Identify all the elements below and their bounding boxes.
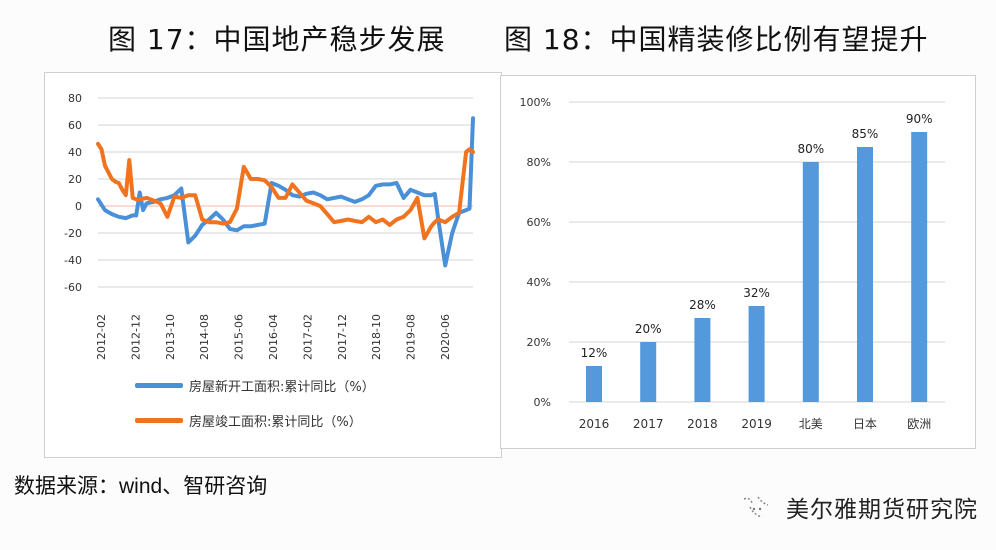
x-tick-label: 2013-10 bbox=[164, 314, 177, 360]
bar bbox=[640, 342, 657, 402]
line-series bbox=[96, 116, 475, 268]
y-tick-label: 40 bbox=[68, 146, 82, 159]
line-chart: 80 60 40 20 0 -20 -40 -60 2012-02 2012-12 2013-10 2… bbox=[64, 92, 475, 360]
bar-value-label: 20% bbox=[635, 322, 662, 336]
bar-value-label: 28% bbox=[689, 298, 716, 312]
data-source-note: 数据来源：wind、智研咨询 bbox=[14, 475, 268, 498]
bar-value-label: 90% bbox=[906, 112, 933, 126]
bar bbox=[857, 147, 873, 402]
legend-item-new-starts: 房屋新开工面积:累计同比（%） bbox=[135, 376, 375, 395]
x-tick-label: 2014-08 bbox=[198, 314, 211, 360]
x-category-label: 2017 bbox=[633, 417, 664, 431]
bar-chart: 100% 80% 60% 40% 20% 0% 12% 2016 20% 2017 28% 2018 3… bbox=[520, 96, 945, 431]
brand-name: 美尔雅期货研究院 bbox=[786, 497, 978, 523]
right-figure-title: 图 18：中国精装修比例有望提升 bbox=[504, 23, 929, 56]
y-tick-label: 20% bbox=[527, 336, 551, 349]
x-category-label: 日本 bbox=[853, 417, 877, 431]
y-tick-label: 40% bbox=[527, 276, 551, 289]
y-tick-label: -20 bbox=[64, 227, 82, 240]
bar-value-label: 32% bbox=[743, 286, 770, 300]
x-tick-label: 2015-06 bbox=[233, 314, 246, 360]
y-tick-label: 60% bbox=[527, 216, 551, 229]
x-category-label: 2016 bbox=[579, 417, 610, 431]
bar bbox=[802, 162, 819, 402]
legend-label-new-starts: 房屋新开工面积:累计同比（%） bbox=[189, 380, 375, 395]
x-tick-label: 2018-10 bbox=[370, 314, 383, 360]
x-tick-label: 2017-12 bbox=[336, 314, 349, 360]
x-tick-label: 2016-04 bbox=[267, 314, 280, 360]
x-category-label: 2019 bbox=[741, 417, 772, 431]
x-tick-label: 2019-08 bbox=[405, 314, 418, 360]
line-chart-panel: 80 60 40 20 0 -20 -40 -60 2012-02 2012-12 2013-10 2… bbox=[44, 72, 502, 458]
y-tick-label: 20 bbox=[68, 173, 82, 186]
x-category-label: 2018 bbox=[687, 417, 718, 431]
x-category-label: 北美 bbox=[799, 417, 823, 431]
bar bbox=[586, 366, 602, 402]
bar bbox=[694, 318, 711, 402]
left-figure-title: 图 17：中国地产稳步发展 bbox=[108, 23, 446, 56]
y-tick-label: -60 bbox=[64, 281, 82, 294]
y-tick-label: 0 bbox=[75, 200, 82, 213]
brand-watermark: 美尔雅期货研究院 bbox=[740, 490, 978, 524]
y-tick-label: -40 bbox=[64, 254, 82, 267]
y-tick-label: 100% bbox=[520, 96, 551, 109]
x-tick-label: 2012-12 bbox=[129, 314, 142, 360]
bar-value-label: 85% bbox=[852, 127, 879, 141]
x-tick-label: 2012-02 bbox=[95, 314, 108, 360]
y-tick-label: 60 bbox=[68, 119, 82, 132]
bar-chart-panel: 100% 80% 60% 40% 20% 0% 12% 2016 20% 2017 28% 2018 3… bbox=[500, 75, 976, 449]
legend-item-completions: 房屋竣工面积:累计同比（%） bbox=[135, 411, 362, 430]
legend-label-completions: 房屋竣工面积:累计同比（%） bbox=[189, 415, 362, 430]
y-tick-label: 0% bbox=[534, 396, 551, 409]
x-tick-label: 2017-02 bbox=[301, 314, 314, 360]
line-series bbox=[96, 141, 475, 241]
y-tick-label: 80% bbox=[527, 156, 551, 169]
bar bbox=[911, 132, 928, 402]
wechat-like-logo-icon bbox=[743, 496, 769, 518]
legend-swatch-orange bbox=[135, 418, 183, 423]
x-category-label: 欧洲 bbox=[907, 417, 931, 431]
x-tick-label: 2020-06 bbox=[439, 314, 452, 360]
y-tick-label: 80 bbox=[68, 92, 82, 105]
legend-swatch-blue bbox=[135, 383, 183, 388]
bar-value-label: 12% bbox=[581, 346, 608, 360]
bar-value-label: 80% bbox=[797, 142, 824, 156]
bar bbox=[748, 306, 765, 402]
